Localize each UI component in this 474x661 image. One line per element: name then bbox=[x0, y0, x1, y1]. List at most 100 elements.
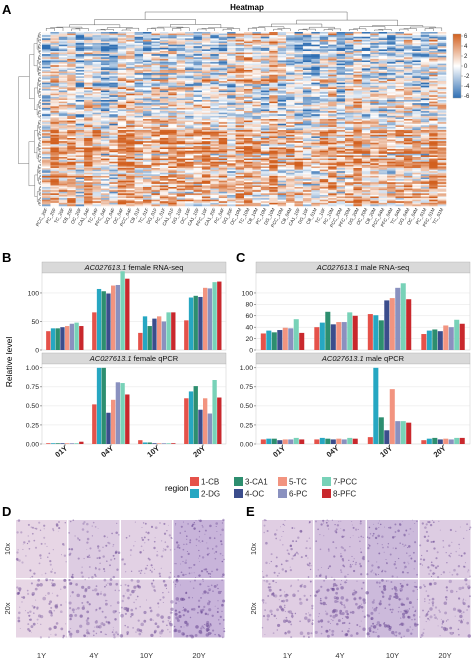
heatmap-cell bbox=[126, 137, 135, 140]
heatmap-cell bbox=[210, 87, 219, 90]
heatmap-cell bbox=[50, 74, 60, 77]
heatmap-cell bbox=[75, 107, 85, 110]
heatmap-cell bbox=[269, 62, 278, 64]
heatmap-cell bbox=[387, 52, 396, 55]
heatmap-cell bbox=[210, 36, 219, 39]
heatmap-cell bbox=[126, 177, 135, 180]
heatmap-cell bbox=[151, 58, 161, 61]
heatmap-cell bbox=[50, 109, 60, 112]
heatmap-cell bbox=[420, 92, 430, 94]
heatmap-cell bbox=[353, 125, 363, 128]
heatmap-cell bbox=[201, 63, 211, 66]
heatmap-cell bbox=[328, 81, 337, 83]
heatmap-cell bbox=[218, 65, 228, 68]
heatmap-cell bbox=[294, 180, 304, 183]
heatmap-cell bbox=[67, 128, 76, 131]
heatmap-cell bbox=[387, 126, 396, 129]
heatmap-cell bbox=[235, 104, 245, 107]
dendrogram-branch bbox=[39, 105, 41, 108]
heatmap-cell bbox=[387, 49, 396, 52]
heatmap-cell bbox=[345, 174, 354, 177]
heatmap-cell bbox=[412, 95, 421, 98]
heatmap-cell bbox=[151, 142, 161, 145]
heatmap-cell bbox=[378, 107, 388, 110]
heatmap-cell bbox=[67, 177, 76, 180]
heatmap-cell bbox=[395, 43, 405, 45]
heatmap-cell bbox=[353, 92, 363, 94]
heatmap-cell bbox=[420, 153, 430, 156]
heatmap-cell bbox=[319, 98, 329, 101]
heatmap-cell bbox=[260, 79, 270, 82]
heatmap-cell bbox=[168, 153, 177, 156]
heatmap-cell bbox=[143, 79, 152, 82]
heatmap-cell bbox=[75, 175, 85, 178]
heatmap-cell bbox=[294, 182, 304, 185]
heatmap-cell bbox=[227, 49, 236, 52]
heatmap-cell bbox=[235, 190, 245, 193]
heatmap-cell bbox=[277, 62, 287, 64]
heatmap-cell bbox=[151, 158, 161, 161]
heatmap-cell bbox=[311, 137, 320, 140]
heatmap-cell bbox=[159, 52, 169, 55]
heatmap-cell bbox=[126, 73, 135, 75]
heatmap-cell bbox=[109, 137, 118, 140]
row-dendrogram bbox=[18, 32, 41, 206]
heatmap-cell bbox=[361, 117, 371, 120]
heatmap-cell bbox=[58, 93, 68, 96]
heatmap-cell bbox=[193, 38, 203, 41]
heatmap-cell bbox=[277, 150, 287, 153]
heatmap-cell bbox=[50, 187, 60, 189]
dendrogram-branch bbox=[39, 32, 41, 35]
heatmap-cell bbox=[429, 145, 438, 148]
heatmap-cell bbox=[412, 114, 421, 117]
heatmap-cell bbox=[302, 44, 312, 47]
heatmap-cell bbox=[42, 134, 51, 137]
heatmap-cell bbox=[235, 55, 245, 58]
heatmap-cell bbox=[353, 136, 363, 139]
heatmap-cell bbox=[260, 115, 270, 118]
heatmap-cell bbox=[269, 57, 278, 60]
heatmap-cell bbox=[50, 188, 60, 191]
heatmap-cell bbox=[100, 52, 110, 55]
heatmap-cell bbox=[302, 52, 312, 55]
heatmap-cell bbox=[50, 69, 60, 72]
heatmap-cell bbox=[50, 63, 60, 66]
heatmap-cell bbox=[84, 144, 93, 147]
heatmap-cell bbox=[252, 103, 262, 106]
heatmap-cell bbox=[319, 107, 329, 110]
heatmap-cell bbox=[92, 130, 102, 132]
heatmap-cell bbox=[328, 65, 337, 68]
heatmap-cell bbox=[294, 93, 304, 96]
heatmap-cell bbox=[294, 41, 304, 44]
heatmap-cell bbox=[353, 141, 363, 143]
heatmap-cell bbox=[151, 155, 161, 158]
heatmap-cell bbox=[134, 41, 144, 44]
heatmap-cell bbox=[193, 149, 203, 151]
heatmap-cell bbox=[201, 82, 211, 85]
heatmap-cell bbox=[109, 32, 118, 34]
heatmap-cell bbox=[58, 98, 68, 101]
heatmap-cell bbox=[50, 68, 60, 71]
heatmap-cell bbox=[218, 71, 228, 74]
heatmap-cell bbox=[260, 126, 270, 129]
heatmap-cell bbox=[210, 141, 219, 143]
heatmap-cell bbox=[75, 79, 85, 82]
heatmap-cell bbox=[361, 168, 371, 170]
heatmap-cell bbox=[201, 130, 211, 132]
heatmap-cell bbox=[151, 84, 161, 87]
heatmap-cell bbox=[50, 44, 60, 47]
heatmap-cell bbox=[244, 88, 253, 91]
heatmap-cell bbox=[176, 57, 186, 60]
heatmap-cell bbox=[75, 111, 85, 113]
heatmap-cell bbox=[286, 161, 295, 164]
heatmap-cell bbox=[201, 73, 211, 75]
heatmap-cell bbox=[361, 46, 371, 49]
heatmap-cell bbox=[92, 150, 102, 153]
heatmap-cell bbox=[269, 55, 278, 58]
heatmap-cell bbox=[277, 126, 287, 129]
heatmap-cell bbox=[210, 183, 219, 186]
heatmap-cell bbox=[193, 182, 203, 185]
heatmap-cell bbox=[159, 160, 169, 162]
heatmap-cell bbox=[84, 103, 93, 106]
heatmap-cell bbox=[235, 174, 245, 177]
